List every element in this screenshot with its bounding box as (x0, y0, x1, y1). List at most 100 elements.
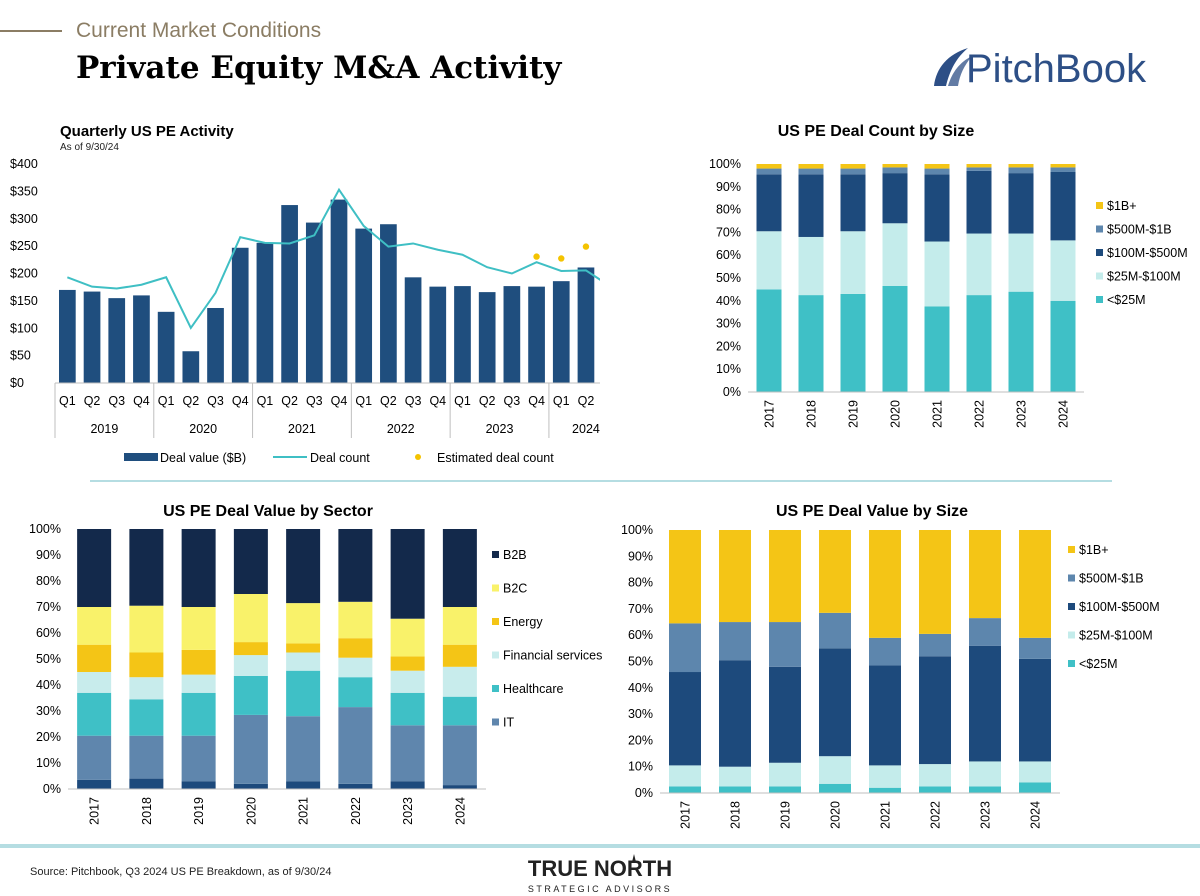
quarter-label: Q1 (257, 394, 274, 408)
stacked-segment (840, 231, 866, 294)
category-label: 2019 (846, 400, 860, 428)
y-tick: 60% (36, 626, 61, 640)
stacked-segment (1050, 164, 1076, 168)
category-label: 2022 (928, 801, 942, 829)
stacked-segment (798, 168, 824, 175)
stacked-segment (1019, 658, 1051, 762)
stacked-segment (1050, 171, 1076, 241)
deal-value-bar (429, 286, 447, 383)
quarter-label: Q3 (306, 394, 323, 408)
legend-swatch (1068, 603, 1075, 610)
stacked-segment (819, 756, 851, 784)
stacked-segment (924, 174, 950, 242)
stacked-segment (286, 670, 321, 717)
stacked-segment (77, 672, 112, 693)
stacked-segment (924, 168, 950, 175)
stacked-segment (442, 607, 477, 645)
year-label: 2023 (486, 422, 514, 436)
y-tick: 30% (628, 707, 653, 721)
section-divider (90, 480, 1112, 482)
y-tick: 0% (43, 782, 61, 796)
legend-label: Deal count (310, 451, 370, 465)
y-tick-left: $100 (10, 321, 38, 335)
stacked-segment (442, 785, 477, 789)
section-rule (0, 30, 62, 32)
category-label: 2018 (728, 801, 742, 829)
y-tick: 20% (628, 733, 653, 747)
stacked-segment (181, 529, 216, 607)
y-tick: 10% (36, 756, 61, 770)
year-label: 2022 (387, 422, 415, 436)
y-tick: 70% (628, 602, 653, 616)
deal-value-bar (83, 291, 101, 383)
quarter-label: Q4 (133, 394, 150, 408)
y-tick-left: $200 (10, 267, 38, 281)
y-tick: 40% (716, 294, 741, 308)
stacked-segment (869, 530, 901, 638)
quarter-label: Q1 (158, 394, 175, 408)
y-tick: 50% (628, 655, 653, 669)
legend-label: IT (503, 716, 514, 730)
legend-swatch (492, 718, 499, 726)
category-label: 2017 (762, 400, 776, 428)
stacked-segment (719, 622, 751, 661)
stacked-segment (390, 656, 425, 671)
stacked-segment (390, 781, 425, 789)
legend-swatch (1068, 574, 1075, 582)
stacked-segment (769, 622, 801, 667)
stacked-segment (1019, 782, 1051, 793)
quarter-label: Q2 (380, 394, 397, 408)
stacked-segment (819, 612, 851, 649)
deal-value-bar (182, 351, 200, 383)
stacked-segment (966, 164, 992, 168)
stacked-segment (969, 786, 1001, 793)
stacked-segment (286, 716, 321, 782)
stacked-segment (756, 231, 782, 290)
stacked-segment (286, 643, 321, 653)
legend-swatch (1096, 249, 1103, 256)
stacked-segment (77, 529, 112, 607)
chart-title: US PE Deal Value by Size (776, 503, 968, 520)
chart-subtitle: As of 9/30/24 (60, 142, 119, 153)
stacked-segment (286, 652, 321, 671)
stacked-segment (819, 783, 851, 793)
stacked-segment (769, 762, 801, 787)
stacked-segment (882, 164, 908, 168)
year-label: 2024 (572, 422, 600, 436)
deal-value-bar (207, 307, 224, 383)
stacked-segment (969, 645, 1001, 762)
stacked-segment (129, 529, 164, 606)
stacked-segment (77, 735, 112, 780)
stacked-segment (181, 735, 216, 782)
stacked-segment (798, 164, 824, 169)
year-label: 2020 (189, 422, 217, 436)
legend-label: $1B+ (1107, 199, 1137, 213)
year-label: 2019 (90, 422, 118, 436)
deal-value-bar (503, 286, 521, 383)
stacked-segment (798, 236, 824, 296)
deal-value-bar (404, 277, 422, 383)
stacked-segment (233, 783, 268, 789)
stacked-segment (919, 764, 951, 787)
stacked-segment (1019, 637, 1051, 659)
stacked-segment (233, 529, 268, 594)
true-north-logo-sub: STRATEGIC ADVISORS (528, 884, 672, 894)
deal-value-bar (157, 311, 175, 383)
stacked-segment (129, 735, 164, 779)
y-tick: 70% (716, 225, 741, 239)
stacked-segment (338, 783, 373, 789)
stacked-segment (1008, 164, 1034, 168)
legend-label: $100M-$500M (1079, 600, 1160, 614)
stacked-segment (756, 168, 782, 175)
deal-value-bar (133, 295, 150, 383)
legend-label: Estimated deal count (437, 451, 554, 465)
legend-swatch (492, 651, 499, 659)
stacked-segment (769, 666, 801, 763)
stacked-segment (924, 241, 950, 307)
stacked-segment (338, 601, 373, 639)
stacked-segment (756, 174, 782, 232)
legend-label: B2C (503, 582, 527, 596)
stacked-segment (1008, 233, 1034, 292)
stacked-segment (969, 530, 1001, 619)
y-tick-left: $0 (10, 376, 24, 390)
